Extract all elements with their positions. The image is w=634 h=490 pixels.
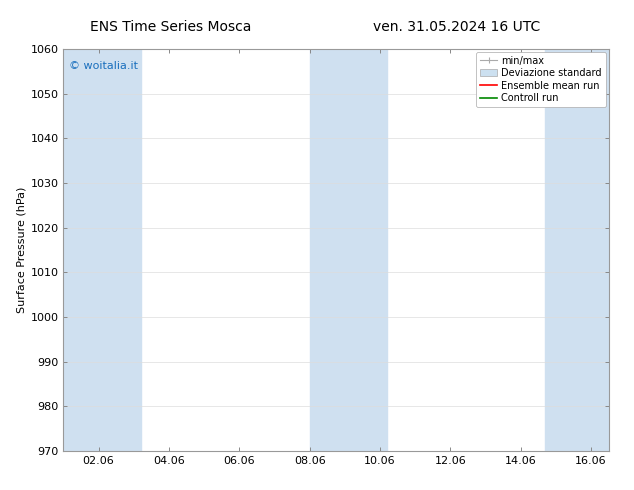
Text: ENS Time Series Mosca: ENS Time Series Mosca bbox=[91, 20, 252, 34]
Bar bbox=[81, 49, 141, 451]
Bar bbox=[309, 49, 338, 451]
Bar bbox=[338, 49, 387, 451]
Legend: min/max, Deviazione standard, Ensemble mean run, Controll run: min/max, Deviazione standard, Ensemble m… bbox=[476, 52, 605, 107]
Y-axis label: Surface Pressure (hPa): Surface Pressure (hPa) bbox=[16, 187, 26, 313]
Bar bbox=[63, 49, 81, 451]
Bar bbox=[545, 49, 609, 451]
Text: ven. 31.05.2024 16 UTC: ven. 31.05.2024 16 UTC bbox=[373, 20, 540, 34]
Text: © woitalia.it: © woitalia.it bbox=[69, 61, 138, 71]
